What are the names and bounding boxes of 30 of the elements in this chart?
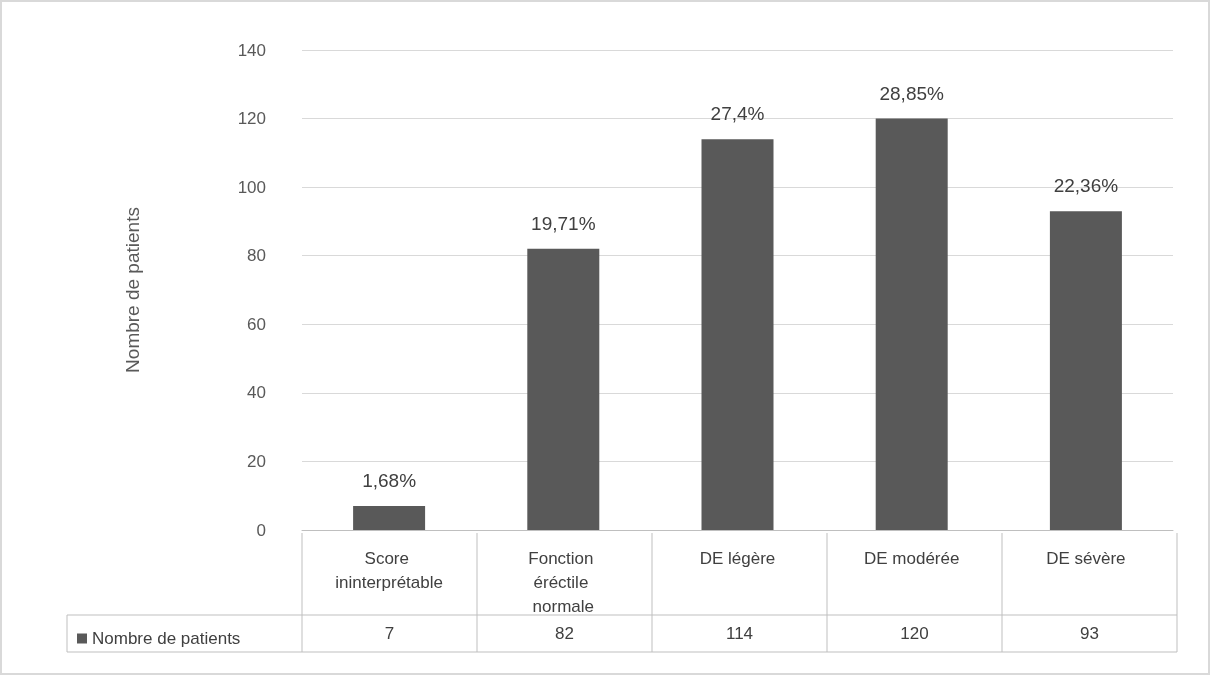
y-tick-label: 0 xyxy=(256,520,266,540)
y-tick-label: 40 xyxy=(247,383,266,403)
y-axis-title: Nombre de patients xyxy=(122,207,143,373)
data-label: 114 xyxy=(725,624,754,643)
x-tick-label: DE modérée xyxy=(863,548,960,568)
legend-label: Nombre de patients xyxy=(92,629,241,648)
bar xyxy=(1049,211,1122,530)
bar xyxy=(527,248,600,530)
x-tick-label: Score ininterprétable xyxy=(335,548,443,592)
y-tick-label: 80 xyxy=(247,246,266,266)
x-tick-label: DE sévère xyxy=(1046,548,1126,568)
y-tick-label: 60 xyxy=(247,314,266,334)
annotation: 22,36% xyxy=(1053,175,1119,197)
x-tick-label: Fonction éréctile normale xyxy=(528,548,599,616)
bar xyxy=(701,139,774,530)
y-tick-label: 20 xyxy=(247,451,266,471)
data-label: 7 xyxy=(384,624,395,643)
bar xyxy=(353,506,426,530)
data-label: 93 xyxy=(1080,624,1099,643)
y-tick-label: 120 xyxy=(237,109,266,129)
annotation: 27,4% xyxy=(710,103,765,125)
y-tick-label: 100 xyxy=(237,177,266,197)
x-tick-label: DE légère xyxy=(699,548,776,568)
bar xyxy=(875,118,948,530)
y-tick-label: 140 xyxy=(237,40,266,60)
data-label: 82 xyxy=(555,624,574,643)
annotation: 19,71% xyxy=(531,212,596,234)
data-label: 120 xyxy=(900,624,929,643)
annotation: 28,85% xyxy=(879,82,945,104)
annotation: 1,68% xyxy=(362,470,417,491)
